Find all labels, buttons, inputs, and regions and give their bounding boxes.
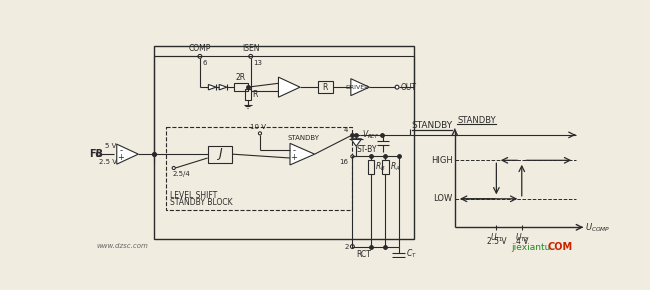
Text: -: - [119, 146, 122, 155]
Text: DRIVER: DRIVER [345, 85, 369, 90]
Text: jiexiantu: jiexiantu [511, 243, 551, 252]
Polygon shape [209, 84, 216, 90]
Polygon shape [351, 139, 361, 146]
Text: LOW: LOW [433, 194, 452, 203]
Polygon shape [278, 77, 300, 97]
Text: R: R [252, 90, 257, 99]
Text: ISEN: ISEN [242, 44, 259, 53]
Text: HIGH: HIGH [431, 156, 452, 165]
Text: 16: 16 [339, 159, 348, 165]
Text: $U_{COMP}$: $U_{COMP}$ [585, 221, 610, 233]
Text: 13: 13 [253, 60, 262, 66]
Text: COM: COM [548, 242, 573, 252]
Text: -: - [292, 146, 295, 155]
Text: 10 V: 10 V [250, 124, 266, 130]
Text: 5 V: 5 V [105, 144, 117, 149]
Text: ST-BY: ST-BY [357, 145, 378, 154]
Bar [318, 81, 333, 93]
Bar [382, 160, 389, 174]
Text: LEVEL SHIFT: LEVEL SHIFT [170, 191, 217, 200]
Bar [368, 160, 374, 174]
Text: OUT: OUT [401, 83, 417, 92]
Text: $R_A$: $R_A$ [390, 161, 400, 173]
Text: 2.5 V: 2.5 V [487, 237, 506, 246]
Circle shape [198, 55, 202, 58]
Text: 4 V: 4 V [515, 237, 528, 246]
Text: +: + [117, 153, 124, 162]
Text: R: R [323, 83, 328, 92]
Circle shape [249, 55, 253, 58]
Text: $\mathit{J}$: $\mathit{J}$ [216, 146, 224, 162]
Text: FB: FB [89, 149, 103, 159]
Polygon shape [117, 144, 138, 164]
Circle shape [395, 85, 399, 89]
Polygon shape [290, 143, 315, 165]
Circle shape [351, 155, 354, 158]
Text: 2.5 V: 2.5 V [99, 159, 117, 165]
Text: COMP: COMP [188, 44, 211, 53]
Text: www.dzsc.com: www.dzsc.com [97, 243, 149, 249]
Text: $U_{T2}$: $U_{T2}$ [515, 231, 528, 244]
Circle shape [172, 166, 176, 170]
Circle shape [350, 245, 354, 249]
Text: STANDBY: STANDBY [288, 135, 320, 141]
Text: 2: 2 [344, 244, 348, 250]
Bar [234, 83, 248, 91]
Text: 6: 6 [202, 60, 207, 66]
Text: 4: 4 [344, 127, 348, 133]
Text: RCT: RCT [356, 250, 371, 259]
Text: $U_{T1}$: $U_{T1}$ [489, 231, 503, 244]
Polygon shape [351, 79, 369, 96]
Text: 2R: 2R [236, 73, 246, 82]
Text: STANDBY: STANDBY [457, 116, 496, 125]
Polygon shape [219, 84, 227, 90]
Bar [207, 146, 232, 163]
Bar [166, 127, 352, 210]
Circle shape [259, 132, 261, 135]
Text: $V_{REF}$: $V_{REF}$ [361, 129, 379, 141]
Text: $R_B$: $R_B$ [376, 161, 386, 173]
Text: +: + [291, 153, 297, 162]
Text: $C_T$: $C_T$ [406, 248, 417, 260]
Bar [244, 90, 251, 100]
Text: STANDBY BLOCK: STANDBY BLOCK [170, 197, 233, 206]
Text: 2.5/4: 2.5/4 [172, 171, 190, 177]
Circle shape [96, 152, 100, 156]
Text: STANDBY: STANDBY [411, 121, 453, 130]
Bar [155, 46, 414, 239]
